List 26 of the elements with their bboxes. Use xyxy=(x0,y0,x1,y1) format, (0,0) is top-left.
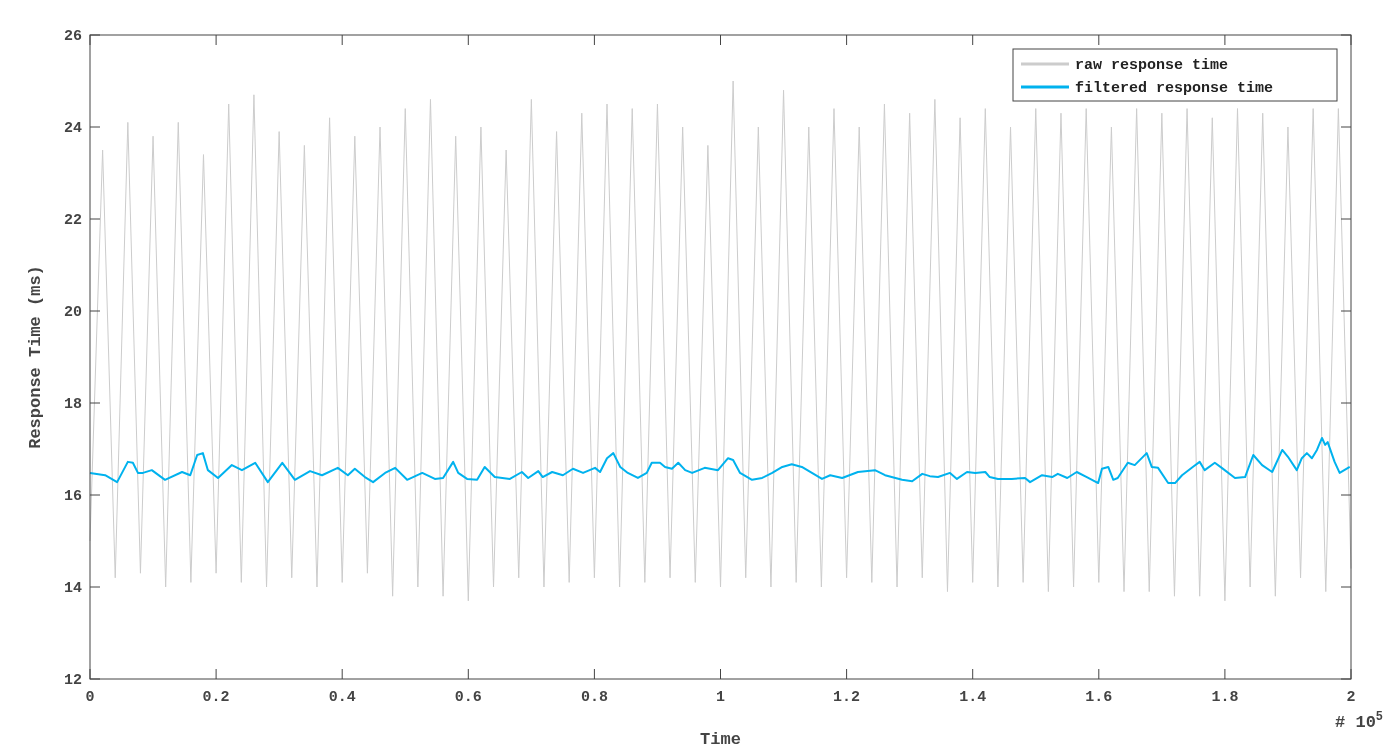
line-series xyxy=(89,436,1351,485)
y-tick-label: 22 xyxy=(63,212,82,229)
x-tick-label: 0.2 xyxy=(202,689,230,706)
y-tick-label: 14 xyxy=(63,580,82,597)
y-tick-label: 26 xyxy=(63,28,82,45)
x-tick-label: 0.4 xyxy=(328,689,356,706)
legend-label: filtered response time xyxy=(1075,80,1274,97)
x-tick-label: 0.8 xyxy=(580,689,608,706)
y-tick-label: 16 xyxy=(63,488,82,505)
y-tick-label: 24 xyxy=(63,120,82,137)
y-tick-label: 20 xyxy=(63,304,82,321)
x-tick-label: 1.2 xyxy=(833,689,861,706)
y-axis-title: Response Time (ms) xyxy=(26,265,45,449)
legend-label: raw response time xyxy=(1075,57,1229,74)
x-tick-label: 0 xyxy=(85,689,95,706)
x-tick-label: 1.6 xyxy=(1085,689,1113,706)
x-tick-label: 1 xyxy=(715,689,726,706)
text: # 10$^{5}$ xyxy=(1335,710,1383,732)
x-tick-label: 2 xyxy=(1346,689,1356,706)
line-series xyxy=(89,80,1352,602)
x-tick-label: 0.6 xyxy=(454,689,482,706)
x-tick-label: 1.4 xyxy=(959,689,987,706)
x-tick-label: 1.8 xyxy=(1211,689,1239,706)
y-tick-label: 18 xyxy=(63,396,82,413)
x-axis-title: Time xyxy=(700,730,741,749)
y-tick-label: 12 xyxy=(63,672,82,689)
